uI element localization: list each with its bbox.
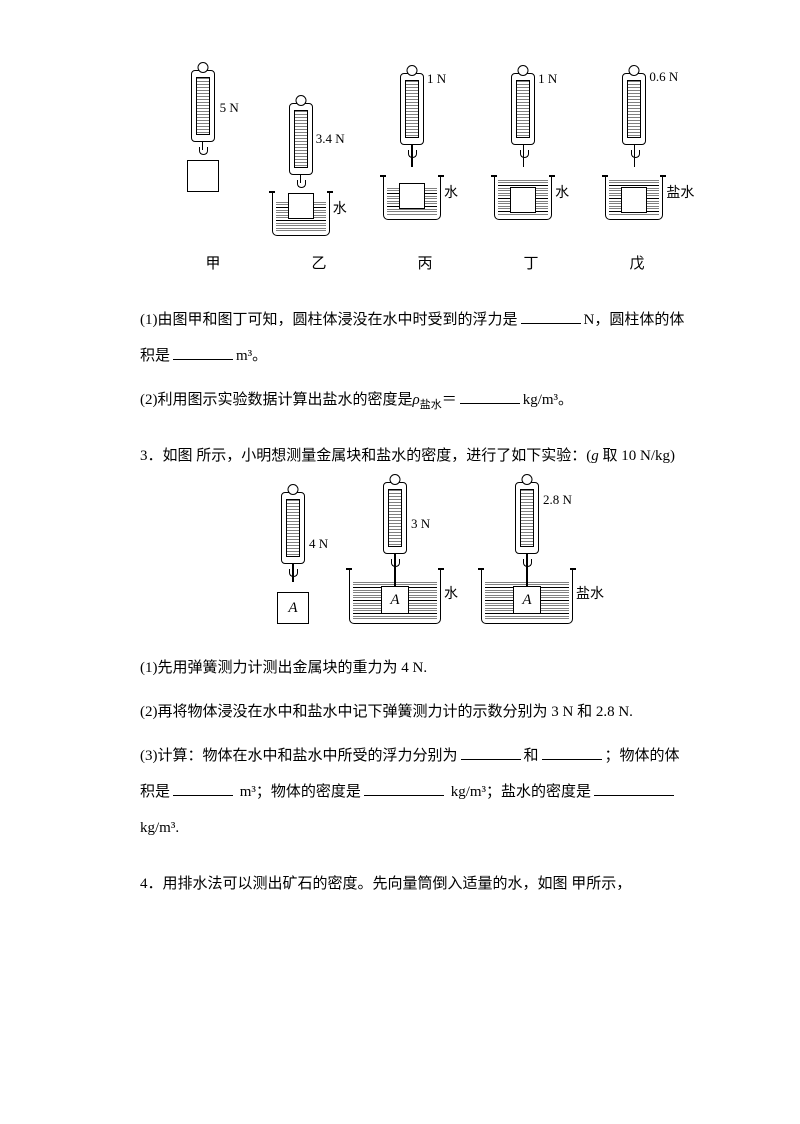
text: kg/m³。: [523, 392, 573, 408]
blank: [460, 388, 520, 404]
blank: [594, 780, 674, 796]
liquid-label: 水: [333, 203, 347, 217]
text: (1)由图甲和图丁可知，圆柱体浸没在水中时受到的浮力是: [140, 312, 518, 328]
caption: 丁: [523, 246, 538, 282]
liquid-label: 盐水: [666, 187, 694, 201]
block-label: A: [288, 590, 297, 626]
hook-icon: [411, 145, 412, 153]
spring-scale-icon: 1 N: [511, 73, 535, 145]
rho-symbol: ρ: [413, 392, 420, 408]
fig1-item-bing: 1 N 水: [383, 73, 441, 220]
text: (2)利用图示实验数据计算出盐水的密度是: [140, 392, 413, 408]
blank: [542, 744, 602, 760]
q3-p1: (1)先用弹簧测力计测出金属块的重力为 4 N.: [140, 650, 690, 686]
text: 和: [524, 748, 539, 764]
g-symbol: g: [591, 448, 599, 464]
block-icon: A: [277, 592, 309, 624]
blank: [461, 744, 521, 760]
page: 5 N 3.4 N 水 1 N: [0, 0, 800, 950]
hook-icon: [300, 175, 301, 183]
fig2-item-1: 4 N A: [277, 492, 309, 624]
figure-2: 4 N A 3 N A 水 2.8 N: [160, 482, 690, 624]
text: (2)再将物体浸没在水中和盐水中记下弹簧测力计的示数分别为 3 N 和 2.8 …: [140, 704, 633, 720]
q1-p1: (1)由图甲和图丁可知，圆柱体浸没在水中时受到的浮力是N，圆柱体的体积是m³。: [140, 302, 690, 374]
reading: 4 N: [309, 537, 328, 550]
hook-icon: [292, 564, 293, 572]
spring-scale-icon: 4 N: [281, 492, 305, 564]
text: 3．如图 所示，小明想测量金属块和盐水的密度，进行了如下实验：(: [140, 448, 591, 464]
reading: 0.6 N: [649, 70, 678, 83]
fig2-item-3: 2.8 N A 盐水: [481, 482, 573, 624]
figure-1: 5 N 3.4 N 水 1 N: [160, 70, 690, 236]
reading: 3.4 N: [316, 132, 345, 145]
q4-head: 4．用排水法可以测出矿石的密度。先向量筒倒入适量的水，如图 甲所示，: [140, 866, 690, 902]
spring-scale-icon: 1 N: [400, 73, 424, 145]
block-label: A: [522, 582, 531, 618]
fig1-item-yi: 3.4 N 水: [272, 103, 330, 236]
reading: 5 N: [220, 101, 239, 114]
blank: [173, 780, 233, 796]
beaker-icon: A 水: [349, 568, 441, 624]
liquid-label: 水: [444, 588, 458, 602]
caption: 丙: [417, 246, 432, 282]
reading: 3 N: [411, 517, 430, 530]
fig2-item-2: 3 N A 水: [349, 482, 441, 624]
beaker-icon: 盐水: [605, 175, 663, 220]
liquid-label: 水: [555, 187, 569, 201]
spring-scale-icon: 5 N: [191, 70, 215, 142]
blank: [364, 780, 444, 796]
hook-icon: [394, 554, 395, 562]
q1-p2: (2)利用图示实验数据计算出盐水的密度是ρ盐水＝ kg/m³。: [140, 382, 690, 418]
caption: 甲: [205, 246, 220, 282]
hook-icon: [634, 145, 635, 153]
rho-sub: 盐水: [420, 399, 442, 411]
q3-head: 3．如图 所示，小明想测量金属块和盐水的密度，进行了如下实验：(g 取 10 N…: [140, 438, 690, 474]
spring-scale-icon: 3.4 N: [289, 103, 313, 175]
block-icon: [187, 160, 219, 192]
text: m³。: [236, 348, 267, 364]
spring-scale-icon: 2.8 N: [515, 482, 539, 554]
q3-p2: (2)再将物体浸没在水中和盐水中记下弹簧测力计的示数分别为 3 N 和 2.8 …: [140, 694, 690, 730]
reading: 1 N: [427, 72, 446, 85]
caption: 戊: [629, 246, 644, 282]
blank: [173, 344, 233, 360]
hook-icon: [202, 142, 203, 150]
reading: 2.8 N: [543, 493, 572, 506]
caption: 乙: [311, 246, 326, 282]
q3-p3: (3)计算：物体在水中和盐水中所受的浮力分别为和；物体的体积是 m³；物体的密度…: [140, 738, 690, 846]
beaker-icon: A 盐水: [481, 568, 573, 624]
hook-icon: [526, 554, 527, 562]
spring-scale-icon: 3 N: [383, 482, 407, 554]
text: 取 10 N/kg): [599, 448, 675, 464]
text: (1)先用弹簧测力计测出金属块的重力为 4 N.: [140, 660, 427, 676]
fig1-item-ding: 1 N 水: [494, 73, 552, 220]
block-label: A: [390, 582, 399, 618]
liquid-label: 盐水: [576, 588, 604, 602]
hook-icon: [523, 145, 524, 153]
figure-1-captions: 甲 乙 丙 丁 戊: [160, 246, 690, 282]
blank: [521, 308, 581, 324]
text: m³；物体的密度是: [236, 784, 361, 800]
fig1-item-jia: 5 N: [187, 70, 219, 236]
text: ＝: [442, 392, 457, 408]
liquid-label: 水: [444, 187, 458, 201]
reading: 1 N: [538, 72, 557, 85]
beaker-icon: 水: [383, 175, 441, 220]
fig1-item-wu: 0.6 N 盐水: [605, 73, 663, 220]
text: 4．用排水法可以测出矿石的密度。先向量筒倒入适量的水，如图 甲所示，: [140, 876, 631, 892]
beaker-icon: 水: [272, 191, 330, 236]
text: (3)计算：物体在水中和盐水中所受的浮力分别为: [140, 748, 458, 764]
spring-scale-icon: 0.6 N: [622, 73, 646, 145]
text: kg/m³.: [140, 820, 179, 836]
text: kg/m³；盐水的密度是: [447, 784, 591, 800]
beaker-icon: 水: [494, 175, 552, 220]
